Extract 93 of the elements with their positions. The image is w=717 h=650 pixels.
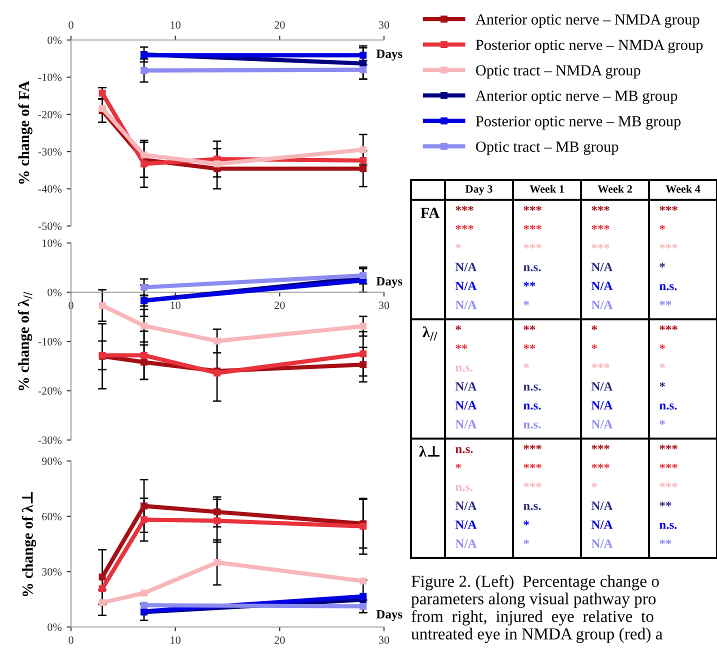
point bbox=[140, 284, 148, 291]
point bbox=[360, 146, 367, 154]
point bbox=[214, 508, 221, 516]
legend-label: Optic tract – NMDA group bbox=[476, 65, 640, 79]
x-tick-label: 10 bbox=[170, 21, 180, 29]
y-tick-label: 90% bbox=[42, 457, 62, 465]
x-tick-label: Week 1 bbox=[530, 184, 564, 193]
point bbox=[98, 599, 106, 606]
x-tick-label: 0 bbox=[68, 21, 74, 29]
y-tick-label: -50% bbox=[38, 222, 62, 230]
text: *** *** *** N/A N/A N/A bbox=[591, 206, 613, 310]
point bbox=[214, 160, 221, 168]
point bbox=[140, 352, 148, 359]
x-axis-title: Days bbox=[376, 610, 402, 622]
y-tick-label: 60% bbox=[42, 512, 62, 520]
x-tick-label: 30 bbox=[378, 636, 390, 644]
point bbox=[140, 516, 148, 524]
y-tick-label: -30% bbox=[38, 436, 62, 444]
text: *** *** * N/A N/A N/A bbox=[591, 444, 613, 548]
text: *** *** *** n.s. ** * bbox=[524, 206, 542, 306]
point bbox=[360, 157, 367, 164]
x-tick-label: 30 bbox=[378, 302, 390, 310]
point bbox=[98, 574, 106, 580]
y-tick-label: -10% bbox=[38, 74, 62, 82]
point bbox=[360, 322, 367, 330]
legend-label: Anterior optic nerve – NMDA group bbox=[476, 14, 700, 28]
point bbox=[140, 358, 148, 366]
x-axis-title: Days bbox=[376, 50, 402, 61]
text: * * *** N/A N/A N/A bbox=[591, 325, 613, 428]
y-tick-label: λ⊥ bbox=[419, 446, 440, 457]
text: n.s. * n.s. N/A N/A N/A bbox=[455, 447, 477, 548]
y-tick-label: λ$_{//}$ bbox=[422, 326, 438, 341]
text: *** * * * n.s. * bbox=[660, 325, 678, 425]
x-axis-title: Days bbox=[376, 277, 402, 288]
y-axis-title: % change of λ⊥ bbox=[22, 492, 36, 596]
point bbox=[360, 52, 367, 59]
point bbox=[360, 602, 367, 610]
point bbox=[140, 67, 148, 74]
x-tick-label: 10 bbox=[170, 636, 180, 644]
x-tick-label: 10 bbox=[170, 302, 180, 310]
x-tick-label: 30 bbox=[378, 21, 390, 29]
x-tick-label: Week 2 bbox=[598, 184, 632, 193]
y-tick-label: FA bbox=[420, 208, 440, 218]
x-tick-label: 20 bbox=[274, 302, 285, 310]
x-tick-label: 0 bbox=[68, 636, 74, 644]
y-tick-label: 0% bbox=[48, 288, 62, 296]
point bbox=[360, 272, 367, 279]
y-tick-label: 30% bbox=[42, 568, 62, 576]
point bbox=[360, 165, 367, 172]
point bbox=[360, 350, 367, 358]
point bbox=[360, 66, 367, 74]
legend-label: Optic tract – MB group bbox=[476, 142, 618, 155]
y-axis-title: % change of λ$_{//}$ bbox=[18, 292, 32, 390]
point bbox=[214, 517, 221, 524]
point bbox=[98, 302, 106, 310]
text: *** *** *** ** n.s. ** bbox=[660, 444, 678, 544]
x-tick-label: 20 bbox=[274, 636, 285, 644]
x-tick-label: Week 4 bbox=[666, 184, 700, 193]
point bbox=[214, 338, 221, 344]
legend-label: Anterior optic nerve – MB group bbox=[476, 90, 678, 104]
point bbox=[140, 160, 148, 168]
x-tick-label: 20 bbox=[274, 21, 285, 29]
caption: Figure 2. (Left) Percentage change o parameters along visual pathway pro from right, injured eye relative to untreated eye in NMDA group (red) a bbox=[411, 575, 663, 643]
y-tick-label: -30% bbox=[38, 148, 62, 156]
point bbox=[360, 361, 367, 368]
point bbox=[140, 590, 148, 597]
point bbox=[360, 522, 367, 530]
point bbox=[140, 151, 148, 158]
text: *** *** * N/A N/A N/A bbox=[455, 206, 477, 310]
point bbox=[360, 592, 367, 600]
point bbox=[98, 104, 106, 112]
point bbox=[140, 322, 148, 330]
point bbox=[360, 60, 367, 67]
y-axis-title: % change of FA bbox=[18, 80, 32, 184]
legend-label: Posterior optic nerve – NMDA group bbox=[476, 40, 703, 54]
y-tick-label: -40% bbox=[38, 185, 62, 193]
point bbox=[360, 578, 367, 585]
y-tick-label: -20% bbox=[38, 387, 62, 395]
y-tick-label: -20% bbox=[38, 110, 62, 118]
text: * ** n.s. N/A N/A N/A bbox=[455, 325, 477, 428]
y-tick-label: 0% bbox=[48, 36, 62, 44]
text: *** *** *** n.s. * * bbox=[524, 444, 542, 544]
y-tick-label: 10% bbox=[42, 239, 62, 247]
text: ** ** * n.s. n.s. n.s. bbox=[524, 325, 541, 429]
point bbox=[214, 558, 221, 566]
x-tick-label: Day 3 bbox=[465, 185, 492, 195]
point bbox=[140, 502, 148, 510]
point bbox=[98, 585, 106, 592]
text: *** * *** * n.s. ** bbox=[660, 206, 678, 306]
y-tick-label: -10% bbox=[38, 338, 62, 346]
y-tick-label: 0% bbox=[48, 623, 62, 631]
legend-label: Posterior optic nerve – MB group bbox=[476, 116, 681, 130]
point bbox=[140, 602, 148, 609]
